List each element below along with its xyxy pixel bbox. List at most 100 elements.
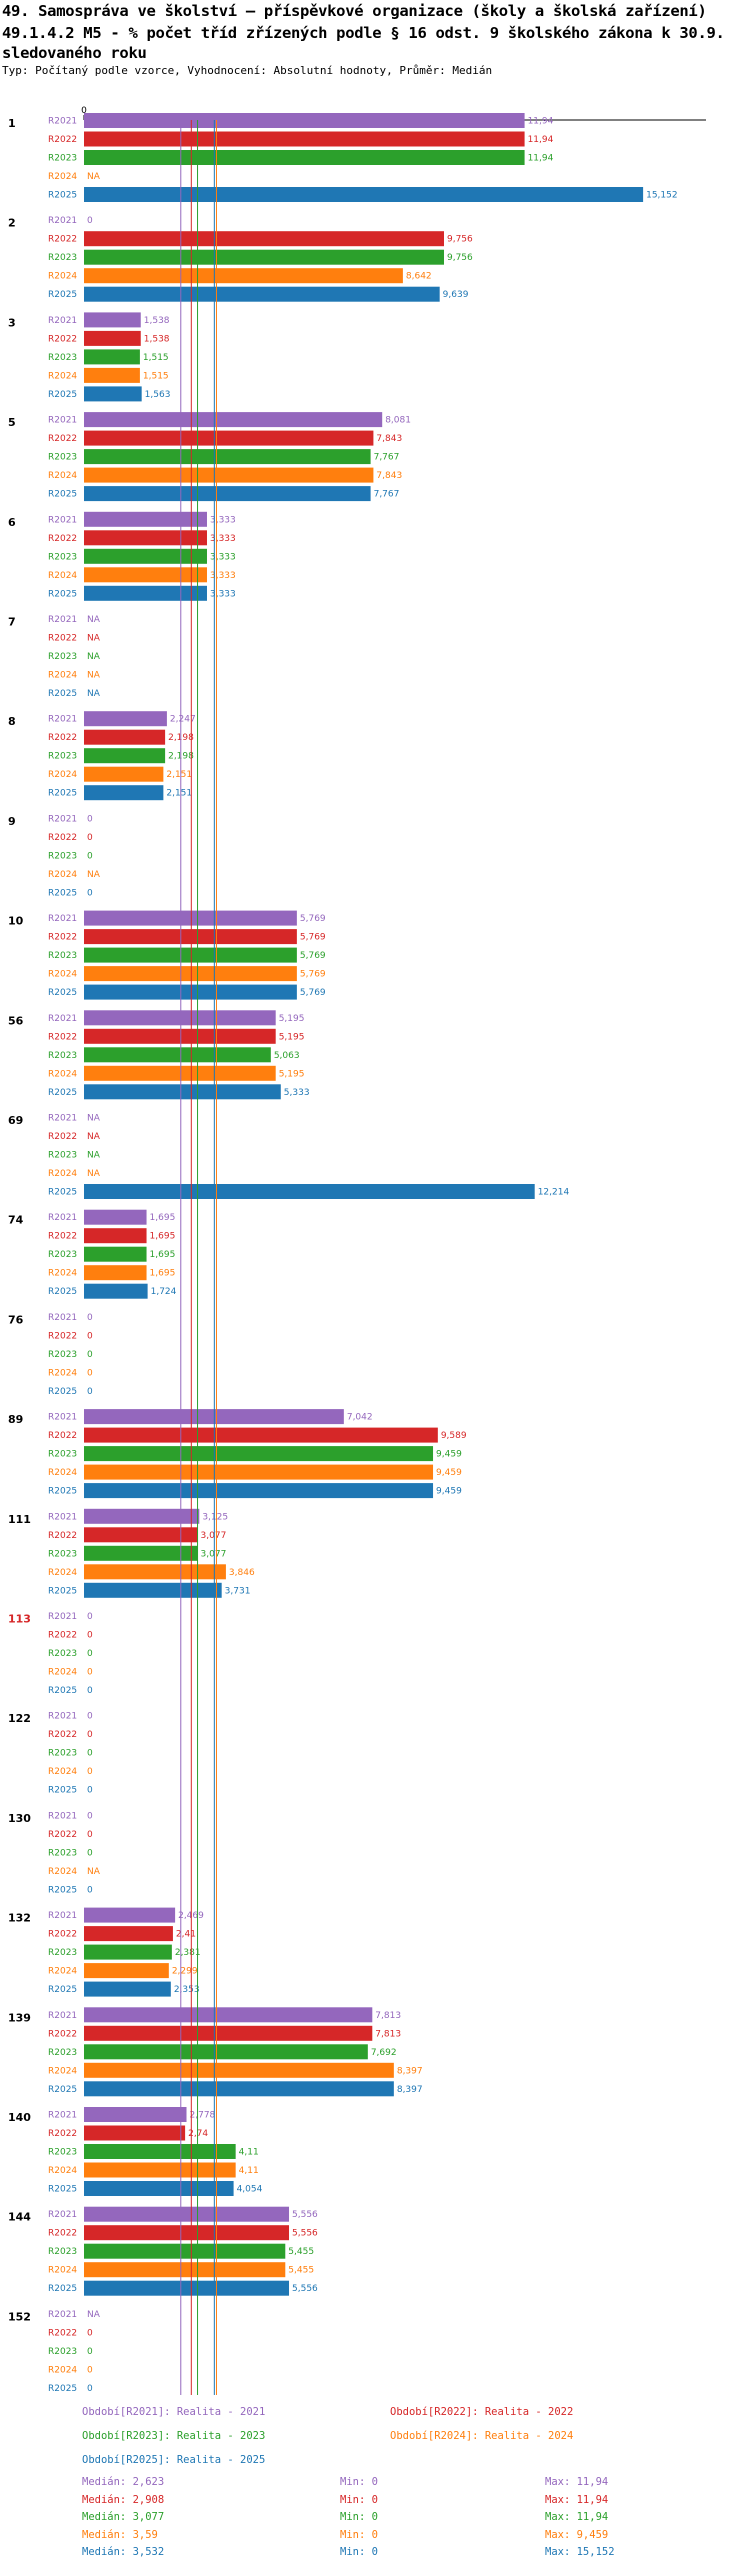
value-label: 3,125 <box>202 1512 228 1522</box>
value-label: 5,455 <box>288 2247 314 2257</box>
group-label: 74 <box>8 1214 24 1227</box>
series-label: R2024 <box>48 770 77 780</box>
legend-max: Max: 11,94 <box>545 2493 609 2506</box>
legend-min: Min: 0 <box>340 2476 378 2488</box>
series-label: R2025 <box>48 390 77 400</box>
bar <box>84 2107 187 2122</box>
value-label: 7,813 <box>375 2029 401 2039</box>
value-label: 11,94 <box>528 154 554 164</box>
value-label: 0 <box>87 1612 93 1622</box>
series-label: R2024 <box>48 2266 77 2276</box>
series-label: R2021 <box>48 1811 77 1821</box>
bar <box>84 467 374 483</box>
legend-period-label: Období[R2022]: Realita - 2022 <box>390 2406 574 2418</box>
series-label: R2025 <box>48 490 77 500</box>
group-label: 5 <box>8 416 16 429</box>
series-label: R2022 <box>48 634 77 644</box>
series-label: R2021 <box>48 2310 77 2320</box>
value-label: 7,767 <box>374 490 400 500</box>
value-label: NA <box>87 1169 101 1179</box>
bar <box>84 430 374 446</box>
value-label: 0 <box>87 1712 93 1722</box>
value-label: 5,769 <box>300 988 326 998</box>
bar <box>84 1265 147 1281</box>
value-label: 1,515 <box>143 371 169 381</box>
bar <box>84 2243 286 2259</box>
series-label: R2021 <box>48 316 77 326</box>
bar <box>84 2025 373 2041</box>
bar <box>84 113 525 128</box>
series-label: R2024 <box>48 1867 77 1877</box>
bar <box>84 1981 171 1997</box>
legend-period-label: Období[R2021]: Realita - 2021 <box>82 2406 266 2418</box>
value-label: 5,556 <box>292 2229 318 2239</box>
value-label: 5,769 <box>300 914 326 924</box>
chart-title-line-1: 49. Samospráva ve školství – příspěvkové… <box>2 2 707 20</box>
series-label: R2025 <box>48 1786 77 1796</box>
group-label: 139 <box>8 2011 31 2024</box>
bar <box>84 268 403 284</box>
value-label: 5,195 <box>279 1014 305 1024</box>
bar <box>84 1065 276 1081</box>
series-label: R2022 <box>48 334 77 344</box>
bar <box>84 1508 200 1524</box>
bar <box>84 486 371 502</box>
series-label: R2024 <box>48 1368 77 1378</box>
value-label: 0 <box>87 2384 93 2394</box>
bar <box>84 367 140 383</box>
value-label: 0 <box>87 1730 93 1740</box>
legend-period-label: Období[R2023]: Realita - 2023 <box>82 2430 266 2442</box>
legend-median: Medián: 2,623 <box>82 2476 165 2488</box>
series-label: R2021 <box>48 814 77 824</box>
bar <box>84 150 525 165</box>
value-label: 4,11 <box>239 2148 259 2158</box>
bar-chart: 0 1 R2021 11,94 R2022 11,94 R2023 11,94 R2024 NA R… <box>8 106 706 2395</box>
series-label: R2025 <box>48 888 77 898</box>
value-label: NA <box>87 1151 101 1161</box>
series-label: R2021 <box>48 216 77 226</box>
series-label: R2024 <box>48 272 77 282</box>
series-label: R2024 <box>48 970 77 980</box>
value-label: 0 <box>87 1350 93 1360</box>
bar <box>84 729 166 745</box>
value-label: 9,459 <box>436 1487 462 1497</box>
value-label: 7,042 <box>347 1413 373 1423</box>
legend-median: Medián: 2,908 <box>82 2493 165 2506</box>
chart-title-line-3: sledovaného roku <box>2 44 147 62</box>
value-label: NA <box>87 689 101 699</box>
series-label: R2025 <box>48 1287 77 1297</box>
series-label: R2022 <box>48 1431 77 1441</box>
series-label: R2022 <box>48 1232 77 1242</box>
series-label: R2022 <box>48 1730 77 1740</box>
series-label: R2022 <box>48 434 77 444</box>
bar <box>84 1209 147 1225</box>
value-label: 0 <box>87 1686 93 1696</box>
group-label: 56 <box>8 1014 24 1027</box>
series-label: R2023 <box>48 1350 77 1360</box>
value-label: 7,767 <box>374 453 400 463</box>
bar <box>84 1446 434 1462</box>
bar <box>84 947 297 963</box>
group-label: 10 <box>8 915 24 928</box>
value-label: 9,589 <box>441 1431 467 1441</box>
series-label: R2024 <box>48 2365 77 2375</box>
series-label: R2023 <box>48 1151 77 1161</box>
bar <box>84 567 207 583</box>
value-label: 0 <box>87 888 93 898</box>
bar <box>84 1907 176 1923</box>
series-label: R2022 <box>48 1132 77 1142</box>
value-label: 0 <box>87 1387 93 1397</box>
series-label: R2025 <box>48 191 77 201</box>
bar <box>84 1963 169 1979</box>
value-label: 3,333 <box>210 589 236 599</box>
value-label: 5,455 <box>288 2266 314 2276</box>
legend-median: Medián: 3,077 <box>82 2511 165 2523</box>
value-label: 1,538 <box>144 316 170 326</box>
series-label: R2025 <box>48 290 77 300</box>
bar <box>84 2044 368 2060</box>
group-label: 144 <box>8 2211 31 2224</box>
bar <box>84 2125 186 2141</box>
bar <box>84 1545 198 1561</box>
series-label: R2023 <box>48 1549 77 1559</box>
series-label: R2023 <box>48 2148 77 2158</box>
